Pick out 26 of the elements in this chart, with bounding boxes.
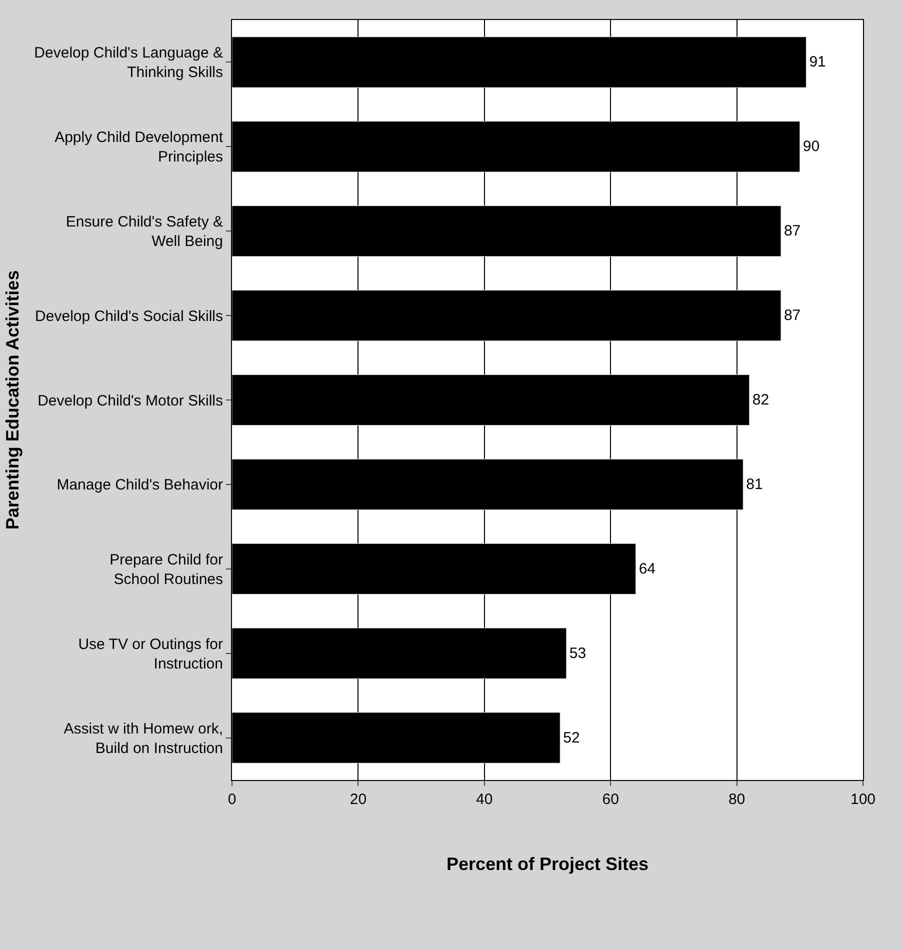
data-label: 52 — [563, 729, 580, 746]
data-label: 87 — [784, 307, 801, 324]
y-tick-label: Prepare Child for School Routines — [110, 551, 223, 588]
data-label: 87 — [784, 222, 801, 240]
y-tick-label: Apply Child Development Principles — [54, 129, 224, 166]
y-tick-label: Manage Child's Behavior — [56, 476, 223, 494]
data-label: 90 — [802, 138, 820, 156]
y-tick-label: Ensure Child's Safety & Well Being — [66, 214, 223, 250]
y-tick-label: Develop Child's Language & Thinking Skills — [34, 44, 223, 82]
y-tick-label: Develop Child's Motor Skills — [38, 392, 223, 410]
x-tick-label: 20 — [350, 791, 367, 808]
x-tick-label: 80 — [728, 791, 746, 808]
y-tick-label: Assist w ith Homew ork, Build on Instruction — [64, 720, 223, 757]
x-tick-label: 40 — [476, 791, 493, 808]
y-tick-label: Develop Child's Social Skills — [35, 308, 223, 325]
data-label: 82 — [752, 392, 770, 408]
data-label: 81 — [746, 476, 763, 493]
x-tick-label: 100 — [850, 791, 876, 808]
x-tick-label: 60 — [602, 791, 619, 808]
data-label: 64 — [638, 560, 656, 578]
data-label: 53 — [569, 644, 586, 662]
x-tick-label: 0 — [228, 791, 236, 808]
y-axis-title: Parenting Education Activities — [2, 270, 22, 530]
data-label: 91 — [809, 54, 826, 71]
x-axis-title: Percent of Project Sites — [446, 854, 649, 874]
y-tick-label: Use TV or Outings for Instruction — [78, 636, 223, 672]
